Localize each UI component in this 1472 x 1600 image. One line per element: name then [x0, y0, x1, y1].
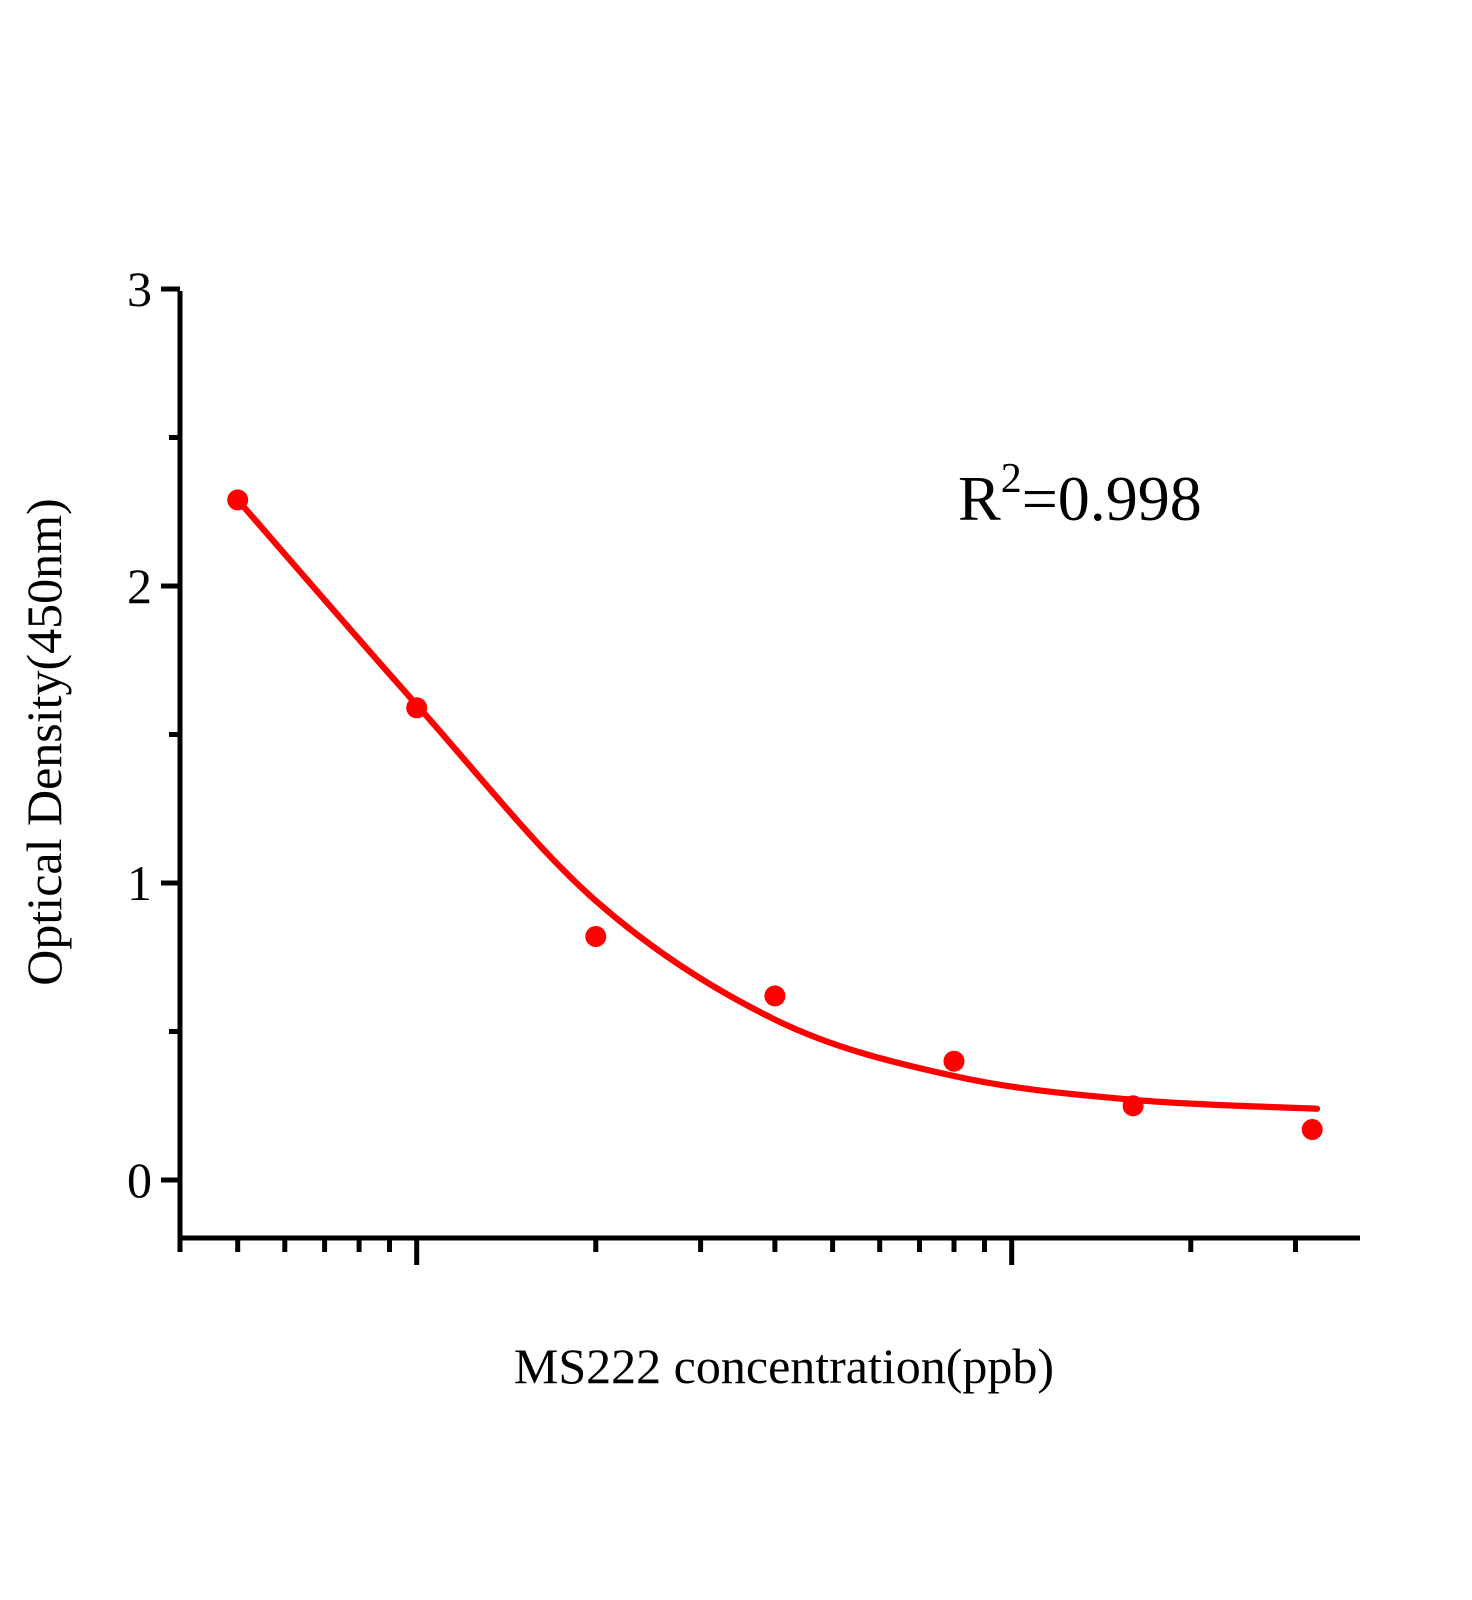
y-tick-label: 2: [127, 558, 152, 614]
y-tick-label: 0: [127, 1152, 152, 1208]
r-squared-base: R: [958, 463, 1001, 534]
y-axis-label: Optical Density(450nm): [16, 498, 72, 986]
y-tick-label: 3: [127, 261, 152, 317]
data-point-marker: [406, 697, 428, 719]
data-point-marker: [943, 1050, 965, 1072]
data-point-marker: [1301, 1119, 1323, 1140]
data-point-marker: [585, 926, 607, 947]
data-point-marker: [764, 985, 786, 1007]
fit-curve-line: [234, 496, 1321, 1112]
data-point-marker: [227, 489, 249, 511]
r-squared-annotation: R2=0.998: [958, 458, 1202, 536]
r-squared-value: =0.998: [1021, 463, 1202, 534]
r-squared-exponent: 2: [1000, 456, 1022, 502]
data-point-marker: [1122, 1095, 1144, 1117]
x-axis-label: MS222 concentration(ppb): [513, 1338, 1055, 1394]
y-tick-label: 1: [127, 855, 152, 911]
